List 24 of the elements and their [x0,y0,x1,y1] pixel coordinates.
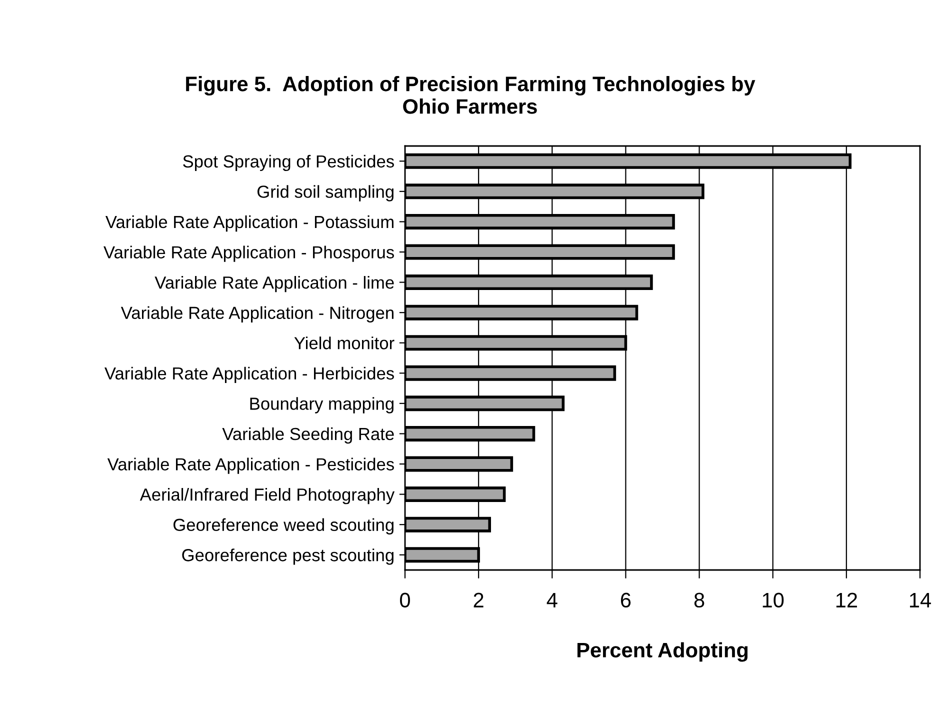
x-tick-label: 12 [836,592,857,608]
y-tick-label: Spot Spraying of Pesticides [183,154,394,172]
y-tick-label: Georeference pest scouting [182,548,394,565]
y-tick-label: Variable Seeding Rate [222,427,394,444]
x-tick-label: 2 [474,592,484,608]
y-tick-label: Grid soil sampling [257,185,394,202]
x-tick-label: 10 [762,592,784,608]
y-tick-label: Yield monitor [294,336,394,350]
y-tick-label: Georeference weed scouting [174,518,394,534]
chart-title: Figure 5. Adoption of Precision Farming Technologies by Ohio Farmers [186,76,756,114]
x-tick-label: 8 [694,592,704,608]
x-axis-title: Percent Adopting [577,642,748,662]
y-tick-label: Variable Rate Application - Herbicides [104,366,394,384]
y-tick-label: Variable Rate Application - lime [154,276,394,292]
y-tick-label: Variable Rate Application - Phosporus [104,246,394,262]
x-tick-label: 4 [546,592,558,608]
x-tick-label: 14 [910,592,931,608]
y-tick-label: Variable Rate Application - Pesticides [107,458,394,474]
x-tick-label: 6 [620,592,631,608]
y-tick-label: Variable Rate Application - Nitrogen [120,306,394,322]
y-tick-label: Aerial/Infrared Field Photography [140,488,395,504]
y-tick-label: Boundary mapping [250,397,394,414]
y-tick-label: Variable Rate Application - Potassium [105,215,394,232]
x-tick-label: 0 [400,592,410,608]
